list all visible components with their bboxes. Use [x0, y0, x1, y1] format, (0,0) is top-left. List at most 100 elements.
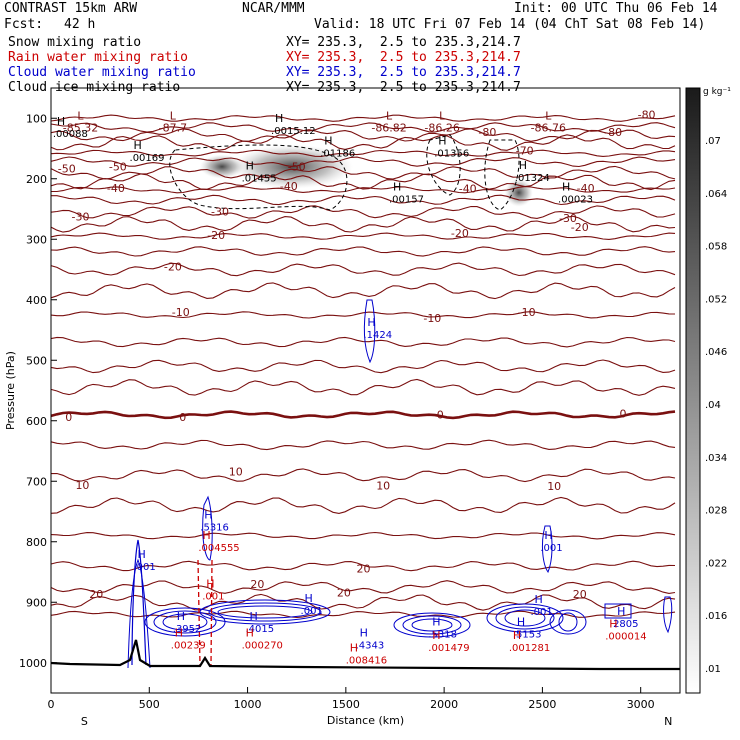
- isotherm: [50, 311, 676, 319]
- high-label: .001: [540, 543, 562, 554]
- cloudwater-contour: [486, 603, 564, 633]
- high-marker: H: [360, 626, 368, 639]
- temperature-label: -40: [577, 182, 595, 195]
- temperature-label: -30: [211, 205, 229, 218]
- high-marker: H: [432, 629, 440, 642]
- high-marker: H: [617, 605, 625, 618]
- temperature-label: -20: [164, 260, 182, 273]
- cloudwater-contour: [495, 606, 555, 630]
- isotherm: [50, 134, 676, 151]
- colorbar-tick-label: .034: [705, 453, 727, 464]
- high-label: .5316: [200, 522, 229, 533]
- high-label: .01356: [434, 149, 469, 160]
- high-marker: H: [393, 181, 401, 194]
- isotherm: [50, 156, 676, 168]
- isotherm: [50, 378, 676, 396]
- cloudwater-contour: [131, 539, 147, 666]
- south-label: S: [81, 715, 88, 728]
- isotherm: [50, 468, 676, 483]
- isotherm: [50, 439, 676, 451]
- isotherm: [50, 336, 676, 348]
- high-label: .01324: [515, 173, 550, 184]
- high-label: .008416: [346, 656, 387, 667]
- isotherm: [50, 560, 676, 572]
- temperature-label: 0: [619, 407, 626, 420]
- isotherm: [50, 173, 676, 191]
- isotherm: [50, 114, 676, 122]
- temperature-label: 0: [179, 411, 186, 424]
- high-label: .5318: [428, 630, 457, 641]
- temperature-label: -20: [207, 229, 225, 242]
- low-label: -86.82: [371, 122, 406, 135]
- colorbar-tick-label: .022: [705, 558, 727, 569]
- low-marker: L: [439, 110, 446, 123]
- colorbar-tick-label: .01: [705, 664, 721, 675]
- colorbar-tick-label: .064: [705, 189, 727, 200]
- high-label: .000270: [242, 640, 283, 651]
- temperature-label: -50: [109, 161, 127, 174]
- high-marker: H: [432, 616, 440, 629]
- ice-contour: [169, 144, 348, 211]
- temperature-label: 20: [337, 587, 351, 600]
- temperature-label: -20: [451, 227, 469, 240]
- high-label: .001: [531, 607, 553, 618]
- temperature-label: 10: [376, 479, 390, 492]
- isotherm: [50, 593, 676, 611]
- isotherm: [50, 496, 676, 514]
- temperature-label: -80: [604, 126, 622, 139]
- high-marker: H: [137, 548, 145, 561]
- high-label: .001: [202, 591, 224, 602]
- high-marker: H: [202, 529, 210, 542]
- temperature-label: -40: [280, 180, 298, 193]
- ice-contour: [484, 139, 520, 211]
- low-label: -85.32: [63, 122, 98, 135]
- cloudwater-contour: [393, 612, 471, 638]
- cloudwater-contour: [663, 596, 673, 634]
- low-marker: L: [170, 110, 177, 123]
- temperature-label: 0: [437, 409, 444, 422]
- high-label: .00169: [130, 153, 165, 164]
- temperature-label: -70: [516, 144, 534, 157]
- y-tick-label: 400: [26, 294, 47, 307]
- y-tick-label: 900: [26, 596, 47, 609]
- temperature-label: -50: [288, 161, 306, 174]
- rain-contour: [197, 559, 201, 666]
- high-label: .0015.12: [271, 126, 316, 137]
- low-marker: L: [77, 110, 84, 123]
- cloudwater-contour: [363, 299, 376, 364]
- high-marker: H: [562, 181, 570, 194]
- high-label: .004555: [198, 543, 239, 554]
- temperature-label: -20: [571, 221, 589, 234]
- high-marker: H: [175, 626, 183, 639]
- temperature-label: 10: [229, 466, 243, 479]
- high-marker: H: [204, 508, 212, 521]
- high-marker: H: [350, 642, 358, 655]
- temperature-label: -50: [58, 162, 76, 175]
- y-tick-label: 1000: [19, 657, 47, 670]
- cloudwater-contour: [208, 602, 322, 622]
- temperature-label: -10: [423, 312, 441, 325]
- temperature-label: -30: [72, 210, 90, 223]
- isotherm: [50, 580, 676, 594]
- isotherm: [50, 128, 676, 142]
- isotherm: [50, 232, 676, 240]
- high-marker: H: [517, 616, 525, 629]
- cloudwater-contour: [541, 525, 553, 574]
- y-tick-label: 700: [26, 475, 47, 488]
- high-label: .001: [301, 606, 323, 617]
- high-marker: H: [535, 593, 543, 606]
- isotherm: [50, 165, 676, 180]
- legend-cloudwater-xy: XY= 235.3, 2.5 to 235.3,214.7: [286, 65, 521, 80]
- cloudwater-contour: [604, 603, 632, 619]
- high-label: .00239: [171, 640, 206, 651]
- colorbar-tick-label: .04: [705, 400, 721, 411]
- high-label: .00023: [558, 195, 593, 206]
- cloudwater-contour: [411, 618, 453, 632]
- init-time: Init: 00 UTC Thu 06 Feb 14: [514, 1, 718, 16]
- low-marker: L: [386, 110, 393, 123]
- model-title: CONTRAST 15km ARW: [4, 1, 138, 16]
- colorbar-tick-label: .028: [705, 506, 727, 517]
- isotherm: [50, 282, 676, 300]
- high-marker: H: [206, 577, 214, 590]
